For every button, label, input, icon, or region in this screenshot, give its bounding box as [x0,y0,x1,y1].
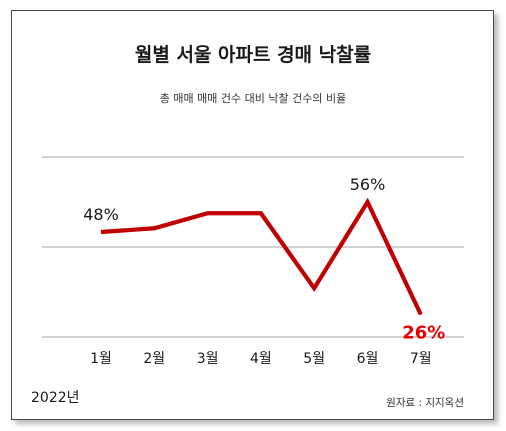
year-label: 2022년 [31,390,80,406]
data-label-1: 48% [83,205,119,224]
x-tick-label-5: 5월 [303,351,325,367]
x-tick-label-2: 2월 [143,351,165,367]
x-tick-label-3: 3월 [197,351,219,367]
chart-subtitle: 총 매매 매매 건수 대비 낙찰 건수의 비율 [160,92,346,105]
chart-title: 월별 서울 아파트 경매 낙찰률 [135,44,371,66]
x-tick-label-1: 1월 [90,351,112,367]
data-label-6: 56% [350,175,386,194]
series-line [100,197,423,316]
x-tick-label-7: 7월 [410,351,432,367]
x-tick-label-6: 6월 [357,351,379,367]
data-label-7: 26% [402,323,445,344]
x-tick-label-4: 4월 [250,351,272,367]
source-note: 원자료 : 지지옥션 [386,397,464,409]
